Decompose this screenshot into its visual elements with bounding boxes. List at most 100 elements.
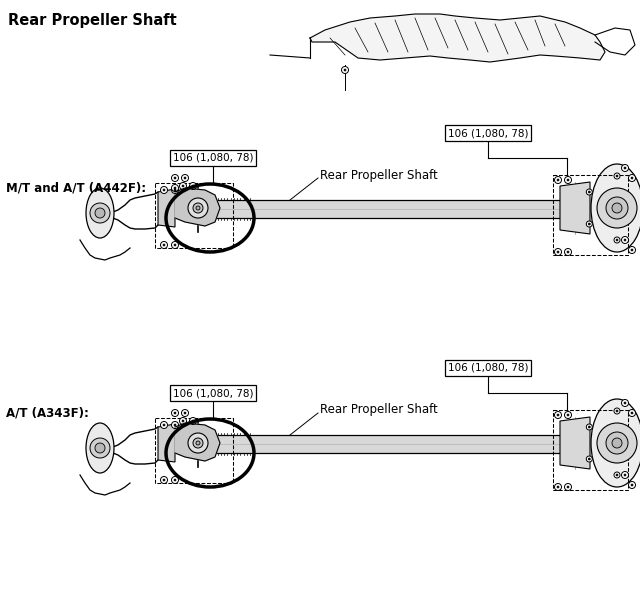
Circle shape [586,221,592,227]
Circle shape [192,420,194,422]
Circle shape [192,185,194,187]
Circle shape [193,438,203,448]
Bar [155,183,233,248]
Circle shape [631,177,633,179]
Circle shape [189,418,196,424]
Bar [553,175,628,255]
Circle shape [172,175,179,182]
Polygon shape [158,189,175,227]
Circle shape [614,237,620,243]
Circle shape [586,424,592,430]
Circle shape [179,418,186,424]
Circle shape [567,486,569,488]
Circle shape [174,479,176,481]
Polygon shape [175,423,220,461]
Circle shape [564,176,572,184]
Circle shape [614,173,620,179]
Circle shape [554,483,561,491]
Circle shape [616,410,618,412]
Circle shape [554,249,561,256]
Circle shape [586,189,592,195]
Polygon shape [175,188,220,226]
Text: Rear Propeller Shaft: Rear Propeller Shaft [8,13,177,28]
Circle shape [557,179,559,181]
Circle shape [597,423,637,463]
Circle shape [184,412,186,414]
Circle shape [95,443,105,453]
Circle shape [564,411,572,418]
Circle shape [182,409,189,417]
Circle shape [182,175,189,182]
Circle shape [612,203,622,213]
Circle shape [344,69,346,71]
Circle shape [631,249,633,251]
Circle shape [90,438,110,458]
Circle shape [172,409,179,417]
Circle shape [163,189,165,191]
Ellipse shape [591,164,640,252]
Circle shape [163,479,165,481]
Circle shape [161,421,168,429]
Circle shape [616,474,618,476]
Text: 106 (1,080, 78): 106 (1,080, 78) [448,128,528,138]
Ellipse shape [591,399,640,487]
Text: A/T (A343F):: A/T (A343F): [6,406,89,420]
Circle shape [621,471,628,479]
Circle shape [182,185,184,187]
Circle shape [628,175,636,182]
Circle shape [557,414,559,416]
Polygon shape [158,424,175,462]
Circle shape [588,191,590,193]
Circle shape [631,412,633,414]
Bar [553,410,628,490]
Circle shape [616,239,618,241]
Circle shape [621,237,628,244]
Circle shape [606,432,628,454]
Circle shape [184,177,186,179]
Circle shape [597,188,637,228]
Circle shape [628,247,636,253]
Circle shape [342,67,349,73]
Polygon shape [310,14,605,62]
Circle shape [567,179,569,181]
Circle shape [624,239,626,241]
Polygon shape [560,417,590,469]
Circle shape [621,399,628,406]
Circle shape [90,203,110,223]
Circle shape [624,167,626,169]
Circle shape [172,187,179,194]
Circle shape [172,185,179,191]
Circle shape [616,175,618,177]
Circle shape [588,223,590,225]
Polygon shape [185,435,205,453]
Circle shape [161,476,168,483]
Circle shape [557,486,559,488]
Circle shape [172,476,179,483]
Circle shape [631,484,633,486]
Circle shape [174,189,176,191]
Circle shape [614,408,620,414]
Polygon shape [560,182,590,234]
Text: 106 (1,080, 78): 106 (1,080, 78) [448,363,528,373]
Circle shape [174,424,176,426]
Circle shape [161,241,168,249]
Circle shape [554,411,561,418]
Circle shape [586,456,592,462]
Circle shape [161,187,168,194]
Circle shape [196,206,200,210]
Bar [205,435,560,453]
Ellipse shape [86,423,114,473]
Circle shape [182,420,184,422]
Text: Rear Propeller Shaft: Rear Propeller Shaft [320,403,438,417]
Circle shape [621,164,628,172]
Circle shape [163,424,165,426]
Circle shape [174,244,176,246]
Circle shape [174,412,176,414]
Circle shape [606,197,628,219]
Circle shape [564,249,572,256]
Circle shape [188,198,208,218]
Circle shape [557,251,559,253]
Text: 106 (1,080, 78): 106 (1,080, 78) [173,388,253,398]
Circle shape [588,426,590,428]
Circle shape [172,241,179,249]
